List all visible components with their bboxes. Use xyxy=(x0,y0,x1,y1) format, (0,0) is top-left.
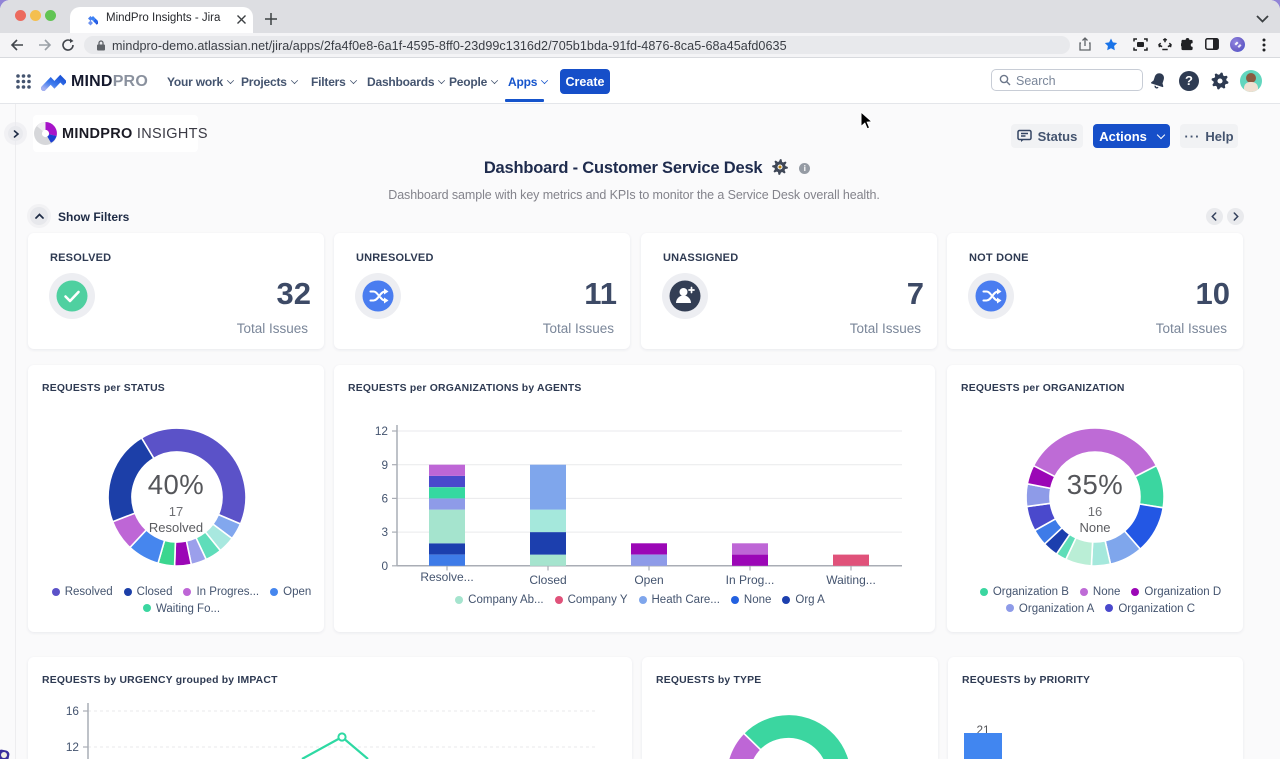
svg-text:Waiting...: Waiting... xyxy=(826,573,876,587)
svg-text:Open: Open xyxy=(634,573,663,587)
svg-text:9: 9 xyxy=(381,458,388,472)
svg-text:In Prog...: In Prog... xyxy=(726,573,775,587)
svg-text:12: 12 xyxy=(375,424,388,438)
svg-text:16: 16 xyxy=(66,704,80,718)
svg-text:Closed: Closed xyxy=(529,573,566,587)
svg-text:0: 0 xyxy=(381,559,388,573)
svg-text:3: 3 xyxy=(381,525,388,539)
svg-text:12: 12 xyxy=(66,740,79,754)
svg-text:Resolve...: Resolve... xyxy=(420,570,473,584)
svg-text:6: 6 xyxy=(381,492,388,506)
